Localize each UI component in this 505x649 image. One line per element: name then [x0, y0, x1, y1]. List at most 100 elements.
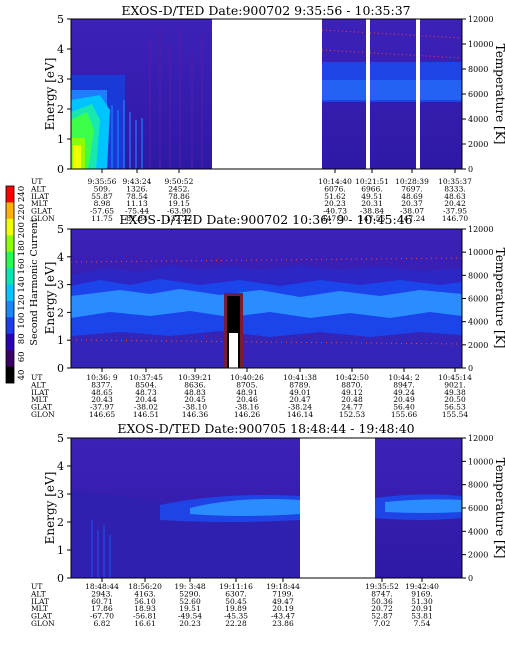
orbit-cell: 20.23: [179, 619, 201, 628]
y-tick-label: 0: [57, 362, 64, 375]
orbit-cell: 18.93: [134, 604, 156, 613]
panel-2-y-ticks: 0 1 2 3 4 5: [57, 223, 71, 375]
orbit-cell: 7.02: [374, 619, 391, 628]
orbit-row-label: ALT: [30, 589, 46, 598]
panel-3-y-ticks: 0 1 2 3 4 5: [57, 432, 71, 585]
y-tick-label: 0: [57, 572, 64, 585]
orbit-cell: -37.95: [443, 207, 467, 216]
y2-tick-label: 6000: [468, 90, 488, 99]
orbit-cell: 8947.: [393, 380, 414, 389]
y2-tick-label: 12000: [468, 225, 493, 234]
colorbar-swatch: [6, 333, 14, 351]
orbit-cell: 6076.: [324, 184, 345, 193]
orbit-cell: 10:44: 2: [388, 373, 420, 382]
y-tick-label: 2: [57, 306, 64, 319]
orbit-cell: 49.47: [272, 597, 294, 606]
y2-tick-label: 10000: [468, 457, 493, 466]
orbit-cell: 18:48:44: [85, 582, 119, 591]
y-tick-label: 2: [57, 103, 64, 116]
orbit-cell: 7697.: [401, 184, 422, 193]
panel-2-title: EXOS-D/TED Date:900702 10:36: 9 - 10:45:…: [119, 212, 412, 227]
orbit-cell: 10:45:14: [438, 373, 472, 382]
colorbar-swatch: [6, 218, 14, 236]
orbit-cell: 10:40:26: [230, 373, 264, 382]
colorbar-swatch: [6, 284, 14, 302]
orbit-cell: 52.60: [179, 597, 201, 606]
colorbar-tick-label: 140: [17, 276, 27, 292]
orbit-cell: 8.98: [94, 199, 111, 208]
orbit-cell: 56.53: [444, 403, 466, 412]
orbit-row-label: ALT: [30, 380, 46, 389]
panel-3: EXOS-D/TED Date:900705 18:48:44 - 19:48:…: [30, 421, 505, 628]
colorbar-swatch: [6, 366, 14, 384]
orbit-cell: 20.47: [289, 395, 311, 404]
orbit-cell: 52.87: [371, 612, 393, 621]
orbit-cell: 20.42: [444, 199, 466, 208]
orbit-cell: 49.51: [361, 192, 382, 201]
orbit-cell: 6966.: [361, 184, 382, 193]
y-tick-label: 4: [57, 460, 64, 473]
panel-3-ylabel: Energy [eV]: [43, 472, 57, 545]
orbit-cell: 10:14:40: [318, 177, 352, 186]
orbit-cell: 146.65: [89, 410, 115, 419]
orbit-cell: 48.65: [91, 388, 113, 397]
orbit-cell: 8747.: [371, 589, 392, 598]
orbit-cell: 8504.: [135, 380, 156, 389]
orbit-cell: 10:35:37: [438, 177, 472, 186]
orbit-cell: 81.84: [126, 214, 148, 223]
orbit-cell: 49.01: [289, 388, 310, 397]
orbit-cell: 6.82: [94, 619, 111, 628]
panel-1-plot-area: [71, 19, 462, 169]
orbit-cell: 48.91: [236, 388, 257, 397]
orbit-row-label: ILAT: [31, 597, 49, 606]
panel-3-y2label: Temperature [K]: [493, 458, 505, 559]
orbit-cell: 11.13: [126, 199, 148, 208]
panel-2: EXOS-D/TED Date:900702 10:36: 9 - 10:45:…: [30, 212, 505, 419]
orbit-cell: 132.22: [166, 214, 192, 223]
orbit-cell: 146.26: [234, 410, 260, 419]
orbit-cell: 10:21:51: [355, 177, 389, 186]
orbit-cell: 53.81: [411, 612, 432, 621]
orbit-cell: 56.40: [393, 403, 415, 412]
panel-1-title: EXOS-D/TED Date:900702 9:35:56 - 10:35:3…: [121, 3, 410, 18]
orbit-cell: 2943.: [91, 589, 112, 598]
orbit-cell: 152.53: [339, 410, 365, 419]
y-tick-label: 0: [57, 163, 64, 176]
orbit-cell: 20.49: [393, 395, 415, 404]
orbit-cell: 146.36: [182, 410, 208, 419]
orbit-cell: 16.61: [134, 619, 155, 628]
orbit-cell: 1326.: [126, 184, 147, 193]
panel-2-plot-area: [71, 229, 462, 368]
panel-2-y2label: Temperature [K]: [493, 248, 505, 349]
orbit-cell: 20.45: [184, 395, 206, 404]
orbit-cell: 7199.: [272, 589, 293, 598]
y2-tick-label: 12000: [468, 434, 493, 443]
y-tick-label: 5: [57, 223, 64, 236]
orbit-cell: 147.24: [399, 214, 425, 223]
orbit-cell: -38.07: [400, 207, 424, 216]
y-tick-label: 3: [57, 279, 64, 292]
colorbar-tick-label: 180: [17, 240, 27, 256]
y-tick-label: 1: [57, 334, 64, 347]
orbit-cell: 48.69: [401, 192, 423, 201]
orbit-cell: 9021.: [444, 380, 465, 389]
orbit-cell: 49.38: [444, 388, 466, 397]
colorbar-swatch: [6, 317, 14, 335]
y-tick-label: 4: [57, 43, 64, 56]
orbit-cell: 49.24: [393, 388, 415, 397]
y2-tick-label: 4000: [468, 115, 488, 124]
y2-tick-label: 8000: [468, 271, 488, 280]
y2-tick-label: 2000: [468, 341, 488, 350]
colorbar-tick-label: 100: [17, 313, 27, 329]
orbit-cell: 23.86: [272, 619, 294, 628]
colorbar-swatch: [6, 186, 14, 203]
orbit-cell: -43.47: [271, 612, 295, 621]
orbit-cell: 51.62: [324, 192, 346, 201]
colorbar-tick-label: 60: [17, 351, 27, 362]
orbit-cell: 20.37: [401, 199, 423, 208]
y-tick-label: 2: [57, 516, 64, 529]
panel-2-y2-ticks: 0 2000 4000 6000 8000 10000 12000: [462, 225, 493, 373]
y-tick-label: 4: [57, 251, 64, 264]
orbit-row-label: GLAT: [31, 612, 52, 621]
